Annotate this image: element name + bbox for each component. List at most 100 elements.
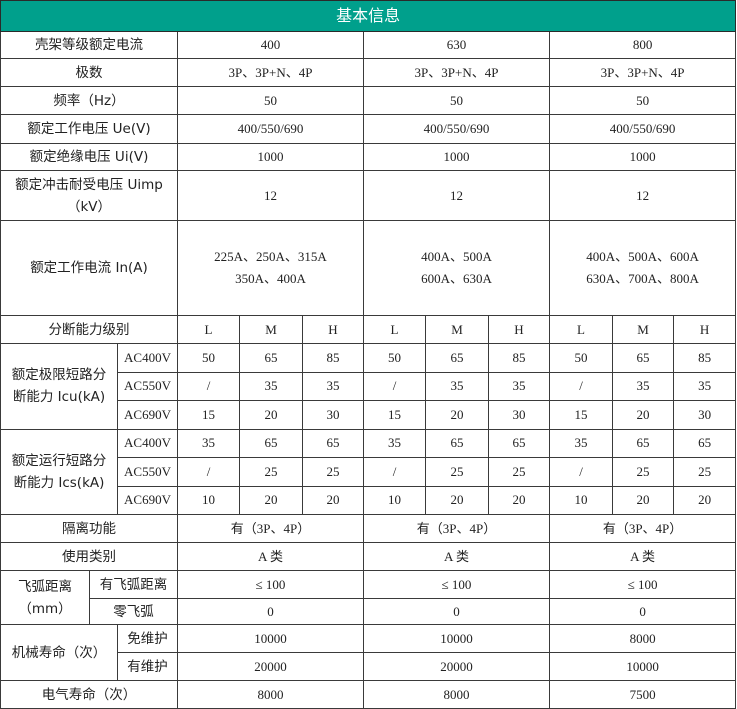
value-cell: 3P、3P+N、4P [177,58,364,87]
mech-life-row: 机械寿命（次） 免维护 10000 10000 8000 [0,624,737,681]
row-label: 壳架等级额定电流 [0,31,178,59]
arc-row: 飞弧距离 （mm） 有飞弧距离 ≤ 100 ≤ 100 ≤ 100 [0,570,737,625]
value-cell: 225A、250A、315A 350A、400A [177,220,364,316]
table-row: 频率（Hz） 50 50 50 [0,86,737,115]
sub-label: 有飞弧距离 [89,570,178,599]
value-cell: / [549,457,613,487]
voltage-cell: AC400V [117,428,178,458]
level-cell: M [425,315,489,344]
value-cell: 35 [177,428,240,458]
value-cell: 65 [612,343,674,373]
value-cell: 85 [488,343,550,373]
value-cell: 25 [488,457,550,487]
table-row: 额定工作电流 In(A) 225A、250A、315A 350A、400A 400A… [0,220,737,316]
value-cell: 1000 [548,143,737,171]
ics-row: AC690V 10 20 20 10 20 20 10 20 20 [1,485,737,515]
header-row: 基本信息 [0,0,737,32]
row-label: 分断能力级别 [0,315,178,344]
level-cell: H [672,315,737,344]
value-cell: 20 [302,485,364,515]
value-cell: 50 [549,343,613,373]
value-cell: 10 [363,485,426,515]
value-cell: 35 [302,371,364,401]
row-label: 频率（Hz） [0,86,178,115]
row-label: 机械寿命（次） [0,624,118,681]
level-cell: M [612,315,674,344]
mech-life-row: 有维护 20000 20000 10000 [1,652,737,681]
value-cell: 630 [363,31,550,59]
value-cell: 35 [425,371,489,401]
section-title: 基本信息 [0,0,737,32]
value-cell: 65 [488,428,550,458]
voltage-cell: AC690V [117,400,178,430]
value-cell: 50 [548,86,737,115]
value-cell: / [363,457,426,487]
voltage-cell: AC550V [117,371,178,401]
value-cell: 0 [548,598,737,625]
value-cell: 8000 [548,624,737,653]
value-cell: 1000 [177,143,364,171]
arc-row: 零飞弧 0 0 0 [1,598,737,625]
row-label: 额定工作电压 Ue(V) [0,114,178,144]
value-cell: 25 [239,457,303,487]
value-cell: 35 [488,371,550,401]
icu-row: AC690V 15 20 30 15 20 30 15 20 30 [1,400,737,430]
sub-label: 零飞弧 [89,598,178,625]
value-cell: 30 [302,400,364,430]
value-cell: ≤ 100 [363,570,550,599]
value-cell: 800 [548,31,737,59]
value-cell: 20 [488,485,550,515]
icu-row: AC550V/35 35/35 35/35 35 [1,371,737,401]
row-label: 额定绝缘电压 Ui(V) [0,143,178,171]
breaking-level-row: 分断能力级别 L M H L M H L M H [0,315,737,344]
value-cell: 65 [672,428,737,458]
value-cell: 50 [363,343,426,373]
sub-label: 有维护 [117,652,178,681]
value-cell: 50 [177,343,240,373]
value-cell: 有（3P、4P） [548,514,737,543]
value-cell: 20 [425,485,489,515]
level-cell: L [549,315,613,344]
value-cell: 65 [425,428,489,458]
value-cell: 20000 [177,652,364,681]
value-cell: A 类 [363,542,550,571]
value-cell: 12 [363,170,550,221]
level-cell: M [239,315,303,344]
level-cell: L [363,315,426,344]
value-cell: 20 [239,400,303,430]
value-cell: 25 [612,457,674,487]
row-label: 电气寿命（次） [0,680,178,709]
value-cell: 0 [177,598,364,625]
level-cell: H [302,315,364,344]
value-cell: ≤ 100 [548,570,737,599]
value-cell: 400/550/690 [363,114,550,144]
value-cell: 20 [425,400,489,430]
sub-label: 免维护 [117,624,178,653]
value-cell: 12 [177,170,364,221]
row-label: 极数 [0,58,178,87]
value-cell: 10000 [548,652,737,681]
value-cell: 0 [363,598,550,625]
value-cell: 10000 [363,624,550,653]
value-cell: 400/550/690 [548,114,737,144]
voltage-cell: AC400V [117,343,178,373]
level-cell: L [177,315,240,344]
value-cell: 1000 [363,143,550,171]
value-cell: 10000 [177,624,364,653]
value-cell: 65 [425,343,489,373]
value-cell: 有（3P、4P） [177,514,364,543]
ics-row: 额定运行短路分 断能力 Ics(kA) AC400V 35 65 65 35 65 65 35 6… [0,428,737,515]
value-cell: 35 [612,371,674,401]
value-cell: 65 [239,428,303,458]
value-cell: 50 [363,86,550,115]
level-cell: H [488,315,550,344]
value-cell: 400/550/690 [177,114,364,144]
voltage-cell: AC550V [117,457,178,487]
value-cell: 8000 [363,680,550,709]
row-label: 额定工作电流 In(A) [0,220,178,316]
value-cell: / [363,371,426,401]
value-cell: 20 [612,485,674,515]
value-cell: 65 [302,428,364,458]
value-cell: 20 [672,485,737,515]
row-label: 额定运行短路分 断能力 Ics(kA) [0,428,118,515]
